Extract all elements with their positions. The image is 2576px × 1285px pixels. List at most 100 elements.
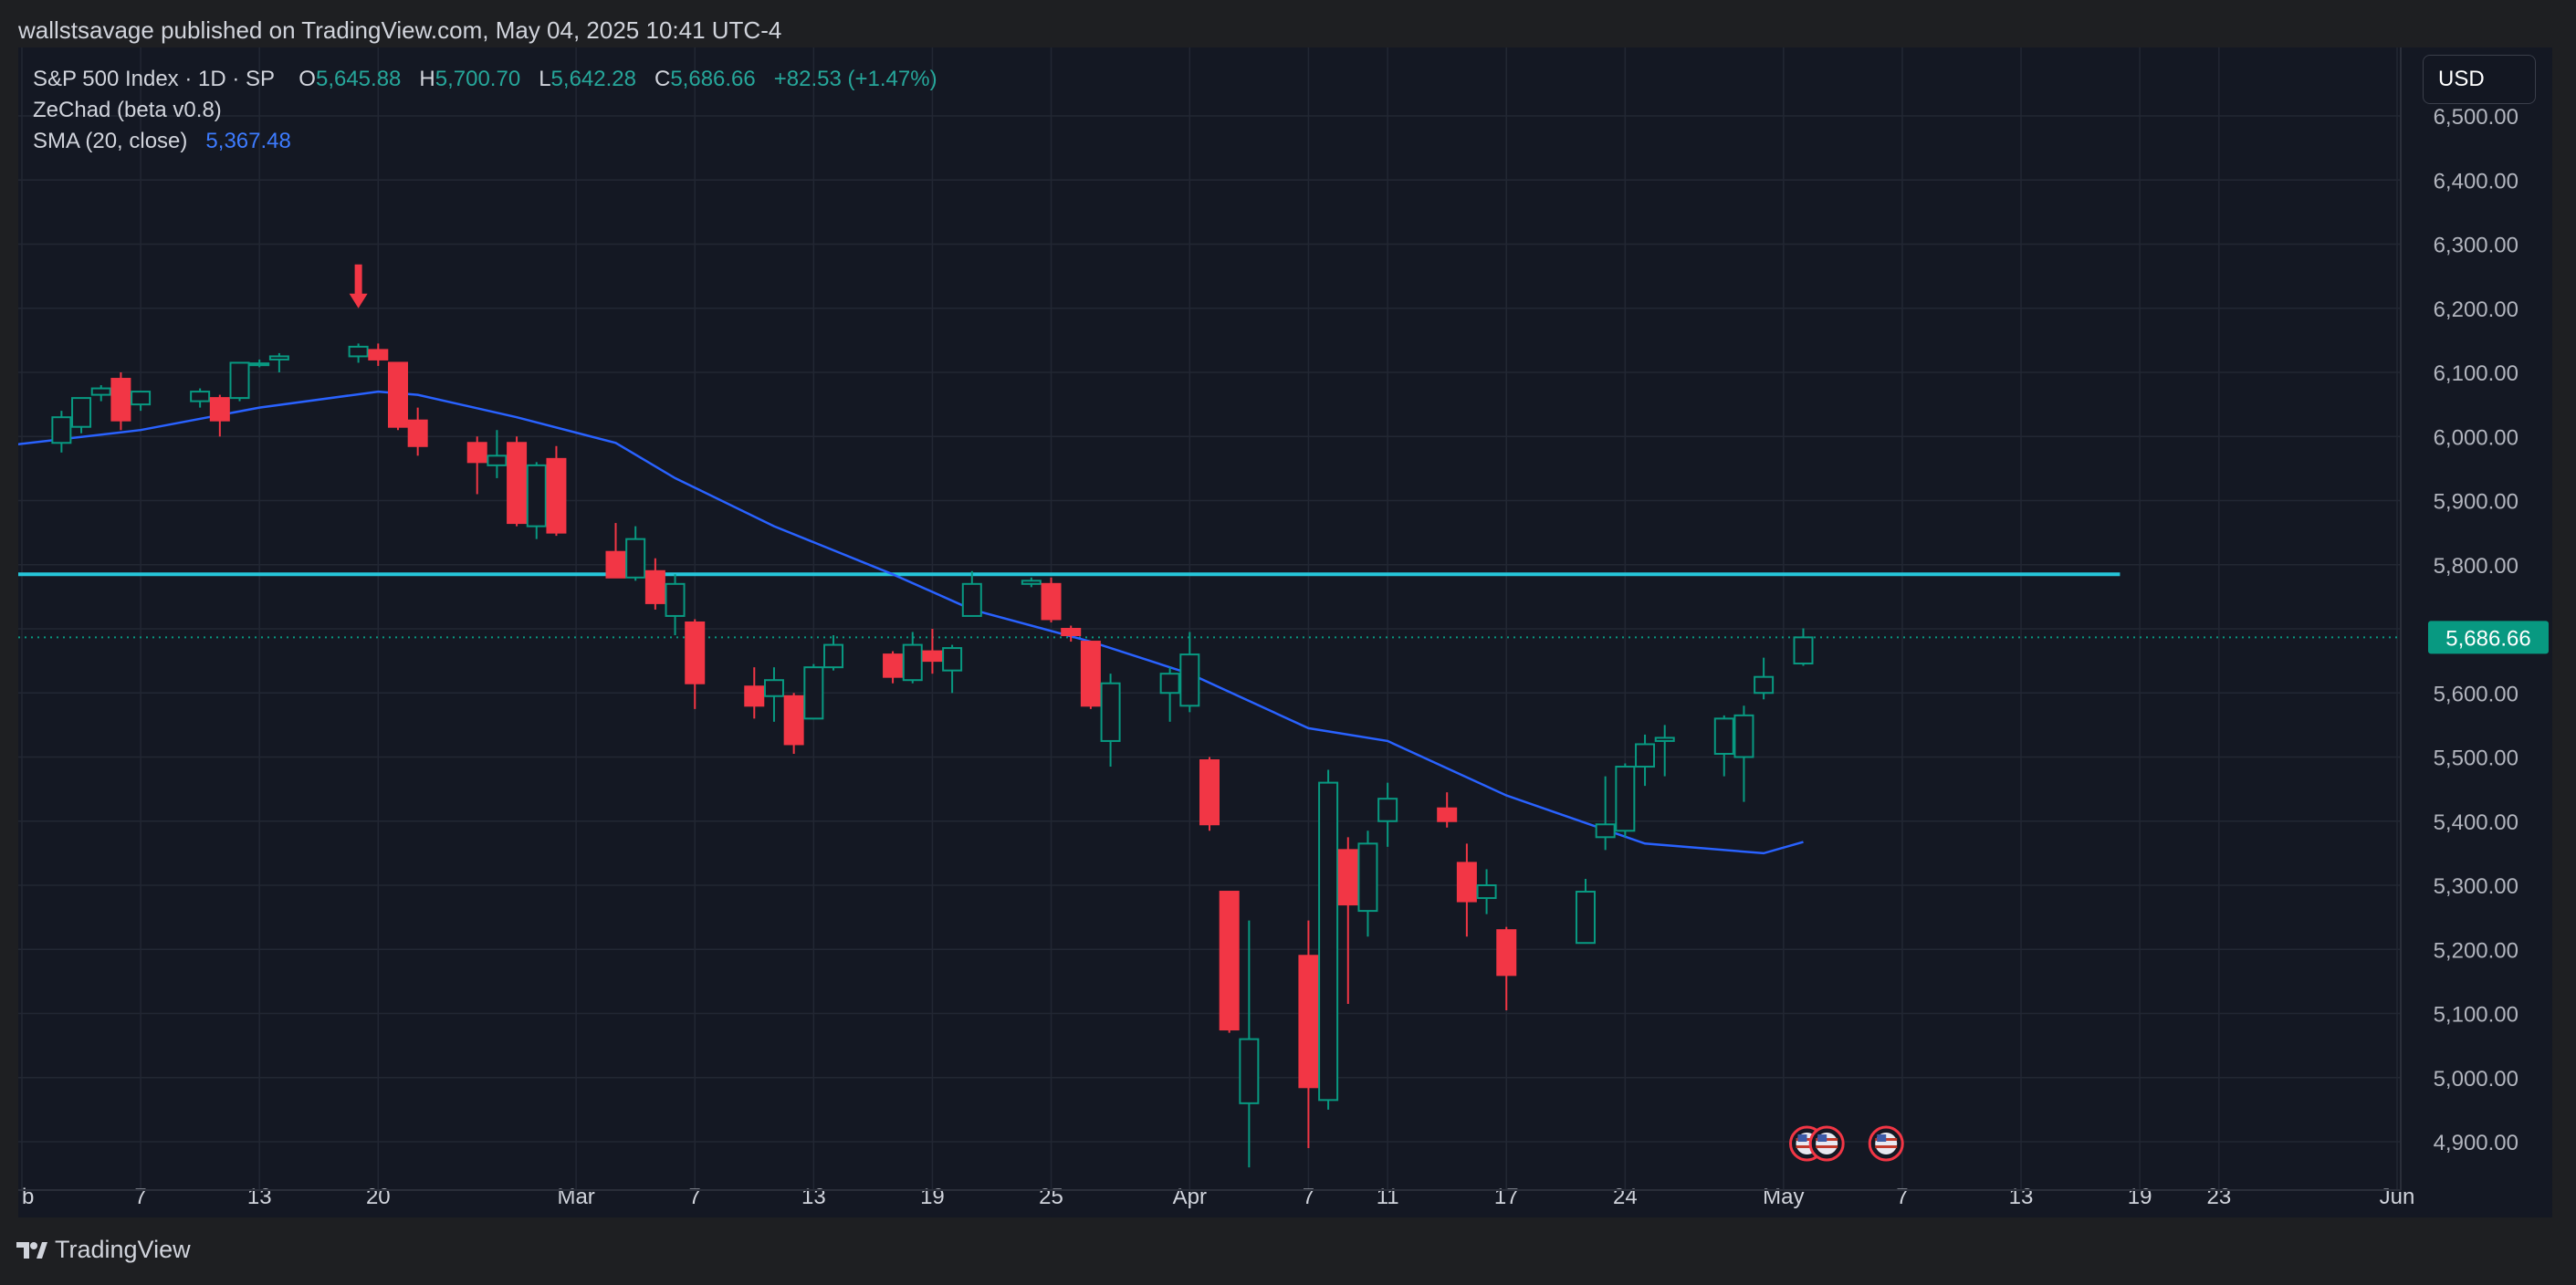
candle[interactable] — [368, 343, 389, 366]
candle[interactable] — [1337, 837, 1358, 1004]
candle[interactable] — [1654, 725, 1675, 777]
indicator-row[interactable]: ZeChad (beta v0.8) — [33, 95, 937, 126]
candle-body — [507, 442, 528, 525]
candle[interactable] — [348, 343, 369, 363]
candle[interactable] — [249, 359, 270, 368]
candle[interactable] — [1179, 632, 1200, 713]
candle[interactable] — [1713, 715, 1734, 777]
candle[interactable] — [1199, 757, 1220, 831]
candle[interactable] — [209, 394, 230, 437]
candle[interactable] — [1456, 843, 1477, 937]
candle[interactable] — [190, 388, 211, 408]
candle[interactable] — [1318, 769, 1339, 1110]
candle[interactable] — [1041, 577, 1062, 622]
y-tick-label: 6,100.00 — [2434, 361, 2518, 386]
candle[interactable] — [1615, 763, 1636, 838]
candle[interactable] — [387, 361, 408, 431]
candle[interactable] — [1635, 734, 1656, 787]
candle[interactable] — [685, 619, 706, 709]
candle[interactable] — [1239, 920, 1260, 1168]
candle[interactable] — [902, 632, 923, 684]
chart-panel[interactable]: 4,900.00 5,000.00 5,100.00 5,200.00 5,300.00… — [18, 47, 2552, 1217]
candle-body — [1654, 737, 1675, 742]
candle[interactable] — [1754, 657, 1775, 700]
candle[interactable] — [51, 411, 72, 453]
x-tick-label: 13 — [2009, 1185, 2034, 1209]
y-tick-label: 5,100.00 — [2434, 1003, 2518, 1028]
candle[interactable] — [1080, 641, 1101, 709]
tradingview-logo[interactable]: TradingView — [16, 1236, 191, 1264]
candle[interactable] — [1298, 920, 1319, 1149]
sma-label[interactable]: SMA (20, close) — [33, 129, 188, 153]
candle[interactable] — [883, 651, 904, 684]
candle[interactable] — [1021, 577, 1042, 588]
candle[interactable] — [71, 397, 92, 434]
candle[interactable] — [1733, 705, 1754, 802]
candle[interactable] — [90, 385, 111, 402]
candle-body — [1357, 842, 1378, 913]
candle[interactable] — [487, 430, 508, 478]
candle[interactable] — [744, 667, 765, 719]
candle[interactable] — [229, 361, 250, 402]
candle[interactable] — [1061, 625, 1082, 642]
candle[interactable] — [407, 407, 428, 456]
candle[interactable] — [1575, 878, 1596, 945]
candle[interactable] — [823, 635, 844, 671]
candle-body — [883, 653, 904, 678]
candle[interactable] — [131, 391, 152, 412]
candle-body — [625, 538, 646, 579]
candle-body — [1337, 849, 1358, 906]
symbol-name[interactable]: S&P 500 Index · 1D · SP — [33, 67, 275, 91]
candle[interactable] — [1476, 869, 1497, 914]
x-tick-label: 7 — [134, 1185, 146, 1209]
y-tick-label: 6,300.00 — [2434, 234, 2518, 258]
candle[interactable] — [526, 462, 547, 539]
y-tick-label: 6,200.00 — [2434, 298, 2518, 322]
candle[interactable] — [466, 436, 487, 495]
y-tick-label: 6,500.00 — [2434, 105, 2518, 130]
last-price-tag[interactable] — [2428, 621, 2549, 654]
candle[interactable] — [942, 644, 963, 694]
candle[interactable] — [605, 523, 626, 579]
low-label: L — [539, 67, 551, 91]
candle[interactable] — [268, 352, 289, 372]
candle[interactable] — [546, 445, 567, 537]
candle[interactable] — [1437, 792, 1458, 828]
candle[interactable] — [922, 629, 943, 674]
x-tick-label: 11 — [1377, 1185, 1399, 1209]
candle[interactable] — [783, 693, 804, 754]
candle[interactable] — [625, 526, 646, 581]
candle[interactable] — [644, 558, 665, 610]
x-tick-label: 23 — [2206, 1185, 2231, 1209]
candle[interactable] — [110, 372, 131, 431]
chart-canvas[interactable]: 4,900.00 5,000.00 5,100.00 5,200.00 5,300.00… — [18, 47, 2552, 1217]
candle-body — [229, 361, 250, 400]
candle-body — [387, 361, 408, 428]
candle-body — [1635, 743, 1656, 768]
candle[interactable] — [1357, 831, 1378, 937]
candle[interactable] — [763, 667, 784, 722]
indicator-name[interactable]: ZeChad (beta v0.8) — [33, 98, 222, 122]
x-tick-label: Mar — [557, 1185, 594, 1209]
candle[interactable] — [1159, 667, 1180, 722]
candle[interactable] — [1377, 782, 1398, 847]
sma-value: 5,367.48 — [205, 129, 291, 153]
sma-row[interactable]: SMA (20, close) 5,367.48 — [33, 126, 937, 157]
candle[interactable] — [961, 570, 982, 617]
candle[interactable] — [507, 436, 528, 527]
x-tick-label: 19 — [2128, 1185, 2152, 1209]
x-tick-label: 17 — [1494, 1185, 1519, 1209]
candle[interactable] — [1496, 926, 1517, 1010]
x-tick-label: 7 — [1896, 1185, 1908, 1209]
candle[interactable] — [1100, 674, 1121, 768]
currency-button[interactable]: USD — [2423, 55, 2536, 104]
sma-line[interactable] — [18, 390, 1804, 855]
candle-body — [1061, 628, 1082, 637]
candle-body — [1713, 717, 1734, 755]
candle[interactable] — [665, 574, 686, 636]
candle-body — [961, 582, 982, 617]
candle[interactable] — [1793, 628, 1814, 666]
candle[interactable] — [803, 663, 824, 720]
candle[interactable] — [1219, 891, 1240, 1033]
candle[interactable] — [1595, 776, 1616, 851]
